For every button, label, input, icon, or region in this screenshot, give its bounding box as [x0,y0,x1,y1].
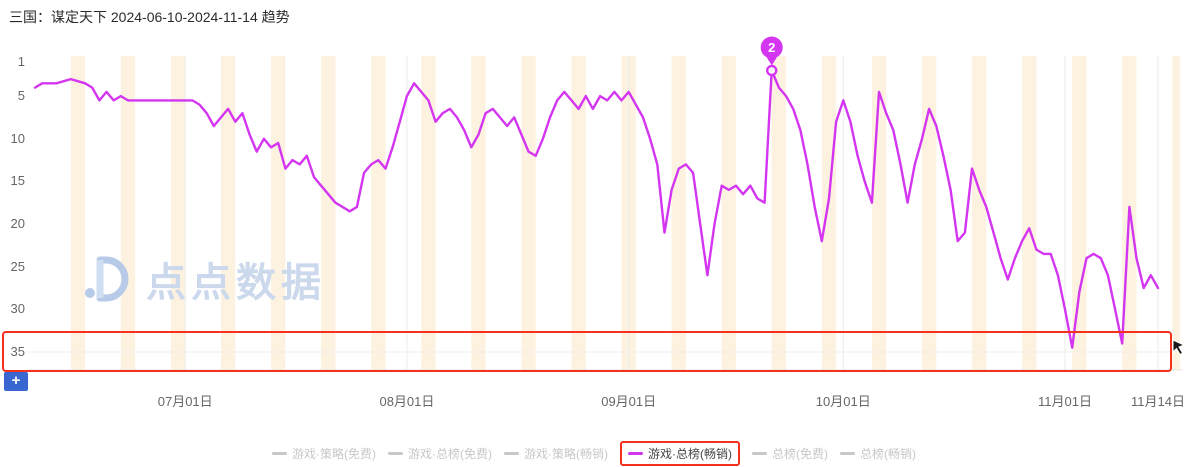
y-axis-label: 20 [10,216,25,232]
weekend-stripe [521,56,536,370]
weekend-stripe [671,56,686,370]
x-axis: 07月01日 08月01日 09月01日 10月01日 11月01日 11月14日 [0,391,1188,409]
legend-label: 游戏·总榜(畅销) [648,447,732,461]
legend-marker-icon [840,452,855,455]
legend-item-0[interactable]: 游戏·策略(免费) [272,445,376,462]
y-axis-label: 1 [17,54,25,69]
weekend-stripe [821,56,837,370]
weekend-stripe [271,56,286,370]
weekend-stripe [721,56,736,370]
weekend-stripe [972,56,987,370]
legend-label: 总榜(免费) [772,447,828,461]
weekend-stripe [1172,56,1180,370]
legend-marker-icon [272,452,287,455]
mouse-cursor-icon [1172,339,1186,356]
x-axis-label: 07月01日 [157,394,213,409]
legend-item-1[interactable]: 游戏·总榜(免费) [388,445,492,462]
weekend-stripe [771,56,786,370]
legend-label: 游戏·总榜(免费) [408,447,492,461]
legend-item-5[interactable]: 总榜(畅销) [840,445,916,462]
annotation-highlight-box [2,331,1172,372]
weekend-stripe [170,56,186,370]
y-axis: 1 5 10 15 20 25 30 35 [0,0,30,467]
legend-marker-icon [504,452,519,455]
weekend-stripe [221,56,236,370]
legend: 游戏·策略(免费) 游戏·总榜(免费) 游戏·策略(畅销) 游戏·总榜(畅销) 总榜(免… [0,441,1188,466]
y-axis-label: 15 [10,173,25,189]
weekend-stripe [421,56,436,370]
legend-label: 游戏·策略(免费) [292,447,376,461]
zoom-in-button[interactable]: + [4,372,28,391]
legend-item-3[interactable]: 游戏·总榜(畅销) [620,441,740,466]
x-axis-label: 09月01日 [601,394,657,409]
weekend-stripe [1022,56,1037,370]
weekend-stripe [571,56,586,370]
legend-marker-icon [388,452,403,455]
rank-trend-line[interactable] [33,69,1160,349]
y-axis-label: 30 [10,301,25,317]
best-rank-badge-pointer [766,57,777,66]
x-axis-label: 11月14日 [1131,394,1185,409]
best-rank-point[interactable] [766,64,778,77]
weekend-stripe [70,56,86,370]
legend-label: 总榜(畅销) [860,447,916,461]
weekend-stripe [922,56,937,370]
x-axis-label: 08月01日 [379,394,435,409]
legend-label: 游戏·策略(畅销) [524,447,608,461]
y-axis-label: 10 [10,130,25,146]
legend-marker-icon [752,452,767,455]
weekend-stripe [321,56,336,370]
weekend-stripe [120,56,136,370]
x-axis-label: 10月01日 [815,394,871,409]
legend-marker-icon [628,452,643,455]
best-rank-badge [760,36,783,59]
legend-item-4[interactable]: 总榜(免费) [752,445,828,462]
weekend-stripe [1072,56,1087,370]
best-rank-badge-label: 2 [768,40,775,55]
y-axis-label: 35 [10,344,25,359]
y-axis-label: 25 [10,258,25,274]
weekend-stripe [371,56,386,370]
weekend-stripe [471,56,486,370]
chart-title: 三国：谋定天下 2024-06-10-2024-11-14 趋势 [9,9,290,25]
legend-item-2[interactable]: 游戏·策略(畅销) [504,445,608,462]
x-axis-label: 11月01日 [1038,394,1092,409]
y-axis-label: 5 [17,88,25,104]
